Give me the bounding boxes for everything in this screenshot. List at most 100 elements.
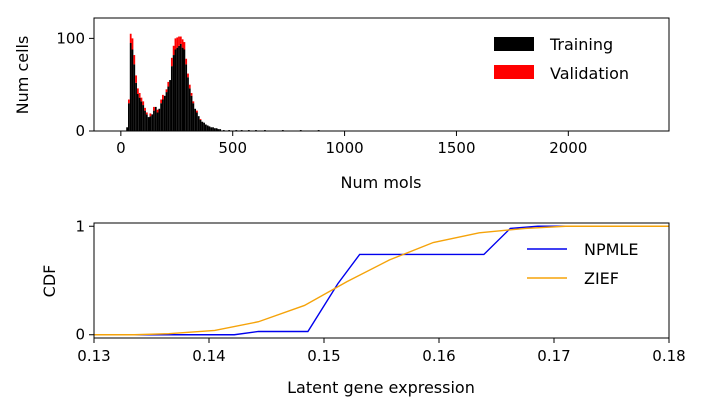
validation-bar [133,55,136,65]
y-tick-label: 0 [75,122,85,140]
training-bar [167,86,170,131]
training-bar [162,99,164,131]
validation-bar [145,112,148,115]
zief-cdf-line [94,225,669,336]
validation-bar [172,45,175,56]
validation-bar [174,38,177,50]
legend-swatch-training [494,37,534,51]
training-bar [135,82,137,131]
training-bar [206,125,209,131]
training-bar [144,110,146,131]
validation-bar [188,84,191,89]
training-bar [163,95,166,131]
x-tick-label: 2000 [549,139,587,157]
training-bar [219,129,222,131]
cdf-y-ticks: 01 [75,217,94,344]
training-bar [217,129,220,131]
validation-bar [185,58,188,65]
training-bar [204,124,207,131]
training-bar [196,112,198,131]
y-tick-label: 1 [75,217,85,235]
training-bar [133,64,136,131]
validation-bar [131,38,134,50]
training-bar [128,103,130,131]
validation-bar [144,107,146,111]
cdf-x-ticks: 0.13 0.14 0.15 0.16 0.17 0.18 [77,338,686,365]
validation-bar [179,36,182,44]
training-bar [149,116,152,131]
training-bar [165,92,168,131]
cdf-panel: 0.13 0.14 0.15 0.16 0.17 0.18 01 Latent gene … [40,217,686,397]
histogram-y-ticks: 0 100 [56,29,94,140]
validation-bar [128,99,130,104]
validation-bar [136,88,139,94]
validation-bar [181,39,184,48]
validation-bar [190,93,193,96]
legend-label-zief: ZIEF [584,269,619,288]
validation-bar [199,118,202,120]
histogram-panel: 0 500 1000 1500 2000 0 100 Num mols Num cells… [13,17,670,192]
training-bar [129,43,132,132]
validation-bar [156,109,159,113]
histogram-bars [126,33,320,132]
histogram-x-ticks: 0 500 1000 1500 2000 [116,131,587,157]
validation-bar [129,33,132,44]
training-bar [138,97,141,131]
training-bar [158,108,161,131]
training-bar [147,117,150,131]
y-tick-label: 100 [56,29,85,47]
training-bar [131,49,134,131]
training-bar [192,103,195,131]
training-bar [197,116,200,131]
x-tick-label: 0.13 [77,347,110,365]
training-bar [185,64,188,131]
validation-bar [196,110,198,113]
x-tick-label: 1500 [437,139,475,157]
training-bar [183,49,186,131]
cdf-y-axis-label: CDF [40,265,59,298]
validation-bar [192,101,195,104]
legend-label-npmle: NPMLE [584,240,638,259]
cdf-plot-frame [93,222,670,339]
x-tick-label: 0.16 [422,347,455,365]
training-bar [145,114,148,131]
training-bar [203,122,205,131]
validation-bar [178,36,180,46]
validation-bar [135,75,137,83]
cdf-legend: NPMLE ZIEF [527,240,638,288]
validation-bar [162,94,164,100]
validation-bar [176,37,179,48]
validation-bar [167,81,170,87]
x-tick-label: 1000 [325,139,363,157]
training-bar [156,112,159,131]
training-bar [201,121,204,131]
histogram-legend: Training Validation [494,35,629,83]
training-bar [188,88,191,131]
x-tick-label: 0 [116,139,126,157]
training-bar [172,55,175,131]
legend-swatch-validation [494,65,534,79]
legend-label-training: Training [549,35,613,54]
training-bar [169,80,171,131]
training-bar [160,103,163,131]
training-bar [154,106,157,131]
legend-label-validation: Validation [550,64,629,83]
training-bar [187,77,189,131]
training-bar [176,47,179,131]
training-bar [179,43,182,131]
histogram-x-axis-label: Num mols [341,173,422,192]
validation-bar [160,99,163,104]
training-bar [181,47,184,131]
training-bar [215,128,218,131]
training-bar [126,127,129,131]
training-bar [178,45,180,132]
histogram-y-axis-label: Num cells [13,36,32,115]
training-bar [170,66,173,131]
training-bar [153,110,155,131]
validation-bar [170,57,173,67]
training-bar [199,119,202,131]
y-tick-label: 0 [75,326,85,344]
x-tick-label: 0.15 [307,347,340,365]
validation-bar [149,113,152,117]
